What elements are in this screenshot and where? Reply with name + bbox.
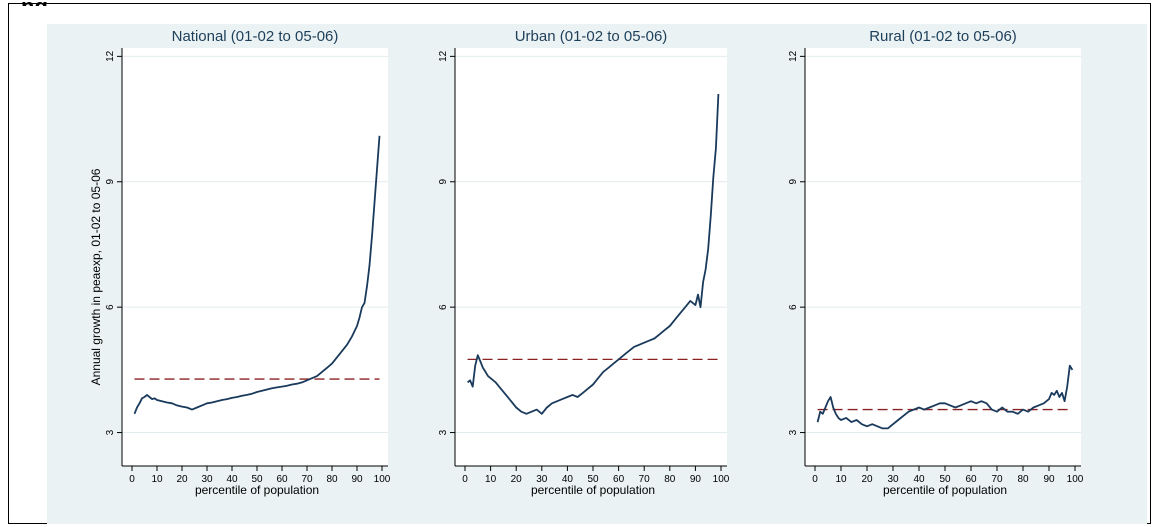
x-tick-label: 60: [276, 474, 288, 485]
series-line: [467, 93, 720, 415]
x-tick-label: 60: [965, 474, 977, 485]
x-tick-label: 90: [351, 474, 363, 485]
x-tick-label: 20: [176, 474, 188, 485]
x-tick-label: 0: [812, 474, 818, 485]
x-tick-label: 100: [1067, 474, 1084, 485]
y-tick-label: 3: [438, 429, 449, 435]
figure-heading: ng: [21, 0, 48, 6]
y-tick-label: 6: [438, 304, 449, 310]
y-tick-label: 9: [105, 179, 116, 185]
y-tick-label: 6: [105, 304, 116, 310]
series-line: [816, 364, 1074, 430]
y-tick-label: 3: [788, 429, 799, 435]
x-tick-label: 20: [511, 474, 523, 485]
x-tick-label: 100: [374, 474, 391, 485]
chart-panel-2: Urban (01-02 to 05-06) 3 6 9 12 0 10 20 30 40 50 60…: [438, 28, 730, 497]
plot-area: [122, 48, 388, 466]
x-tick-label: 80: [1017, 474, 1029, 485]
y-tick-label: 9: [438, 179, 449, 185]
plot-area: [805, 48, 1081, 466]
x-tick-label: 50: [251, 474, 263, 485]
x-tick-label: 0: [129, 474, 135, 485]
y-tick-label: 12: [105, 50, 116, 62]
x-axis-label: percentile of population: [195, 483, 319, 497]
x-tick-label: 20: [861, 474, 873, 485]
x-tick-label: 50: [587, 474, 599, 485]
y-tick-label: 12: [788, 50, 799, 62]
x-tick-label: 40: [562, 474, 574, 485]
x-axis-label: percentile of population: [883, 483, 1007, 497]
x-tick-label: 10: [485, 474, 497, 485]
x-tick-label: 30: [201, 474, 213, 485]
chart-title: Urban (01-02 to 05-06): [515, 28, 668, 45]
chart-panel-1: National (01-02 to 05-06) 3 6 9 12 0 10 20 30 40 5…: [89, 28, 391, 497]
x-tick-label: 90: [1043, 474, 1055, 485]
x-tick-label: 80: [664, 474, 676, 485]
chart-panel-3: Rural (01-02 to 05-06) 3 6 9 12 0 10 20 30 40 50 60…: [788, 28, 1084, 497]
y-tick-label: 12: [438, 50, 449, 62]
chart-title: Rural (01-02 to 05-06): [869, 28, 1017, 45]
x-tick-label: 10: [151, 474, 163, 485]
plot-area: [455, 48, 727, 466]
x-tick-label: 70: [639, 474, 651, 485]
series-line: [133, 135, 381, 415]
y-tick-label: 3: [105, 429, 116, 435]
y-tick-label: 9: [788, 179, 799, 185]
x-tick-label: 70: [991, 474, 1003, 485]
y-axis-label: Annual growth in peaexp, 01-02 to 05-06: [89, 168, 103, 385]
y-tick-label: 6: [788, 304, 799, 310]
x-tick-label: 30: [887, 474, 899, 485]
x-tick-label: 10: [835, 474, 847, 485]
x-tick-label: 100: [713, 474, 730, 485]
x-tick-label: 80: [326, 474, 338, 485]
x-tick-label: 50: [939, 474, 951, 485]
x-tick-label: 90: [690, 474, 702, 485]
x-tick-label: 0: [462, 474, 468, 485]
chart-title: National (01-02 to 05-06): [172, 28, 339, 45]
x-tick-label: 40: [226, 474, 238, 485]
x-axis-label: percentile of population: [531, 483, 655, 497]
x-tick-label: 40: [913, 474, 925, 485]
x-tick-label: 70: [301, 474, 313, 485]
x-tick-label: 30: [536, 474, 548, 485]
x-tick-label: 60: [613, 474, 625, 485]
